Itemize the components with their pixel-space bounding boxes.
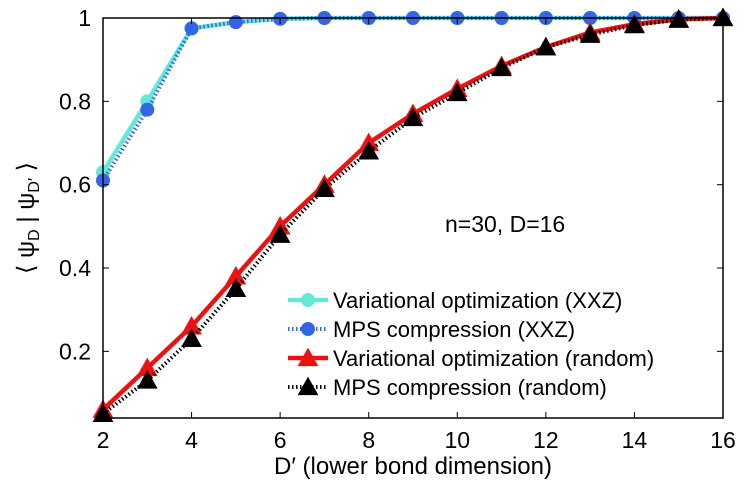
y-tick-label: 0.2 [59, 338, 91, 364]
legend-entry: MPS compression (XXZ) [288, 317, 575, 342]
y-label-part: | ψ [13, 193, 40, 230]
series-4-point [579, 24, 601, 43]
series-4-point [402, 107, 424, 127]
legend-label: Variational optimization (random) [333, 346, 654, 371]
y-tick-label: 0.8 [59, 88, 91, 114]
series-2-point [228, 15, 243, 30]
legend-marker [297, 376, 319, 396]
ticks-layer: 2 4 6 8 10 12 14 16 0.2 0.4 0.6 0.8 1 [59, 5, 736, 453]
series-4-point [136, 370, 158, 389]
x-tick-label: 12 [533, 427, 559, 453]
x-tick-label: 14 [622, 427, 648, 453]
y-label-part: ⟨ ψ [13, 241, 40, 274]
legend-marker [297, 347, 319, 367]
annotation-text: n=30, D=16 [445, 211, 565, 237]
legend: Variational optimization (XXZ) MPS compre… [288, 288, 654, 400]
legend-marker [301, 293, 315, 307]
series-4-point [535, 36, 557, 56]
series-4-point [314, 178, 335, 197]
x-tick-label: 16 [710, 427, 736, 453]
y-tick-label: 0.4 [59, 255, 91, 281]
series-4-point [225, 278, 247, 297]
series-4-point [491, 57, 512, 77]
series-4-point [446, 82, 468, 102]
x-tick-label: 10 [444, 427, 470, 453]
y-tick-label: 0.6 [59, 172, 91, 198]
x-axis-label: D′ (lower bond dimension) [274, 453, 552, 480]
series-4-point [181, 328, 202, 347]
legend-label: Variational optimization (XXZ) [333, 288, 622, 313]
x-tick-label: 6 [274, 427, 287, 453]
y-tick-label: 1 [78, 5, 91, 31]
legend-label: MPS compression (XXZ) [333, 317, 575, 342]
legend-entry: Variational optimization (random) [288, 346, 654, 371]
x-tick-label: 8 [362, 427, 375, 453]
series-4 [92, 7, 734, 422]
series-4-point [269, 224, 291, 243]
y-label-subscript: D′ [26, 178, 43, 193]
series-4-point [624, 14, 645, 34]
series-4-point [358, 140, 380, 160]
x-tick-label: 4 [185, 427, 198, 453]
legend-label: MPS compression (random) [333, 375, 607, 400]
series-2-point [140, 102, 155, 117]
series-4-point [668, 9, 690, 28]
plot-background [103, 18, 723, 418]
x-tick-label: 2 [97, 427, 110, 453]
series-4-line [101, 16, 724, 416]
y-label-subscript: D [26, 229, 43, 241]
legend-entry: Variational optimization (XXZ) [288, 288, 622, 313]
legend-marker [301, 322, 315, 336]
plot-frame [102, 17, 724, 419]
y-label-part: ⟩ [13, 162, 40, 178]
legend-entry: MPS compression (random) [288, 375, 607, 400]
y-axis-label: ⟨ ψD | ψD′ ⟩ [13, 162, 43, 274]
